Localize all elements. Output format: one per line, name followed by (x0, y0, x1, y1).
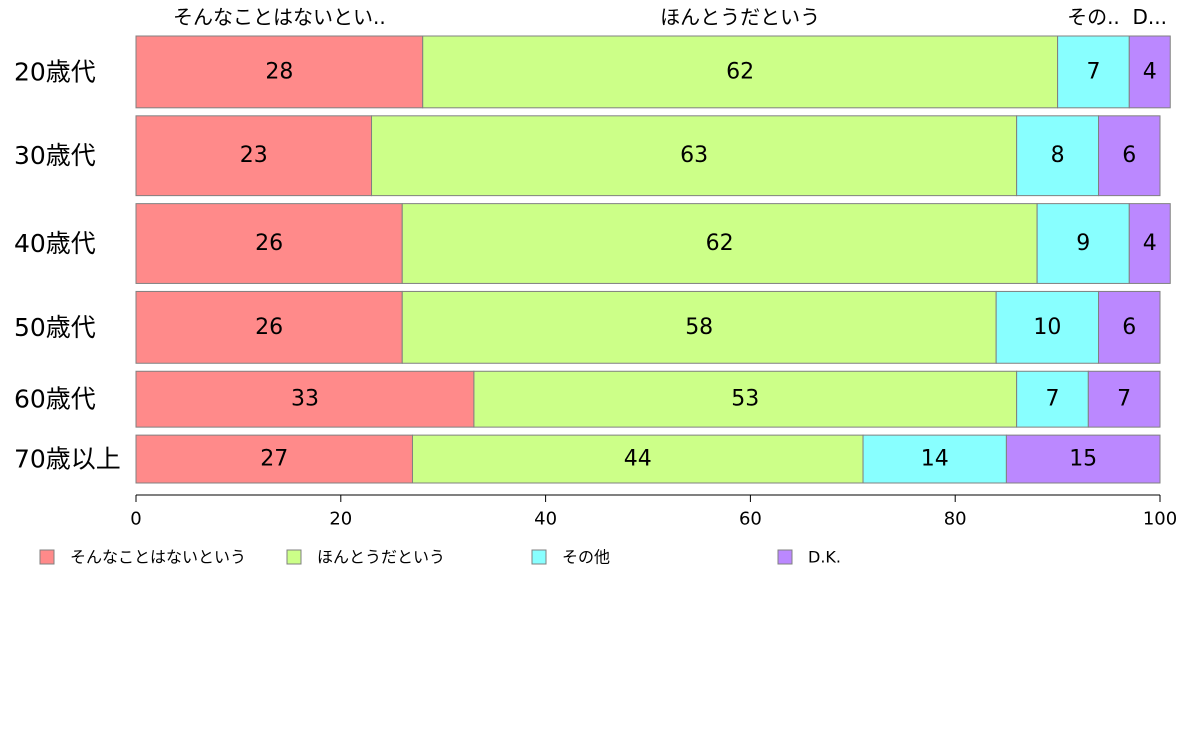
bar-value-label: 63 (680, 143, 708, 168)
bar-value-label: 14 (921, 447, 949, 472)
legend-swatch (777, 549, 793, 565)
x-tick-label: 60 (739, 509, 762, 530)
bar-value-label: 9 (1076, 231, 1090, 256)
x-tick-label: 0 (130, 509, 141, 530)
legend-label: その他 (562, 548, 610, 567)
legend-swatch (531, 549, 547, 565)
bar-value-label: 6 (1122, 143, 1136, 168)
bar-segment (1057, 35, 1130, 109)
bar-value-label: 62 (726, 59, 754, 84)
column-header-label: D... (1133, 5, 1167, 29)
bar-value-label: 62 (706, 231, 734, 256)
bar-area: 28 62 7 4 23 63 8 6 26 62 9 4 26 58 10 6 33 53 7 7 27 44 14 15 (135, 35, 1171, 484)
bar-segment (1098, 115, 1161, 197)
column-header-label: その.. (1067, 5, 1120, 29)
bar-value-label: 28 (265, 59, 293, 84)
bar-segment (411, 434, 864, 484)
bar-segment (135, 290, 403, 364)
legend-swatch (39, 549, 55, 565)
bar-value-label: 4 (1143, 231, 1157, 256)
bar-segment (473, 370, 1018, 428)
category-label: 50歳代 (14, 313, 96, 342)
bar-segment (1016, 370, 1089, 428)
bar-segment (1087, 370, 1161, 428)
bar-segment (401, 203, 1038, 284)
legend-label: D.K. (808, 548, 841, 567)
category-label: 60歳代 (14, 385, 96, 414)
bar-value-label: 44 (624, 447, 652, 472)
column-header-label: そんなことはないとい.. (173, 5, 386, 29)
bar-segment (1128, 203, 1171, 284)
bar-segment (135, 35, 424, 109)
bar-segment (135, 115, 373, 197)
bar-segment (135, 203, 403, 284)
bar-segment (1016, 115, 1100, 197)
category-labels: 20歳代 30歳代 40歳代 50歳代 60歳代 70歳以上 (14, 57, 121, 473)
x-tick-label: 40 (534, 509, 557, 530)
category-label: 70歳以上 (14, 445, 121, 474)
bar-segment (135, 434, 413, 484)
bar-value-label: 23 (240, 143, 268, 168)
bar-value-label: 6 (1122, 315, 1136, 340)
bar-value-label: 4 (1143, 59, 1157, 84)
bar-value-label: 10 (1033, 315, 1061, 340)
x-tick-label: 20 (329, 509, 352, 530)
bar-segment (422, 35, 1059, 109)
bar-value-label: 15 (1069, 447, 1097, 472)
bar-value-label: 27 (260, 447, 288, 472)
bar-segment (371, 115, 1018, 197)
category-label: 40歳代 (14, 229, 96, 258)
bar-segment (135, 370, 475, 428)
legend-swatch (286, 549, 302, 565)
column-header-label: ほんとうだという (660, 5, 820, 29)
x-tick-label: 100 (1143, 509, 1177, 530)
legend-label: そんなことはないという (70, 548, 246, 567)
bar-value-label: 8 (1051, 143, 1065, 168)
bar-segment (1128, 35, 1171, 109)
bar-value-label: 7 (1086, 59, 1100, 84)
bar-value-label: 58 (685, 315, 713, 340)
bar-value-label: 26 (255, 315, 283, 340)
bar-segment (401, 290, 997, 364)
legend-label: ほんとうだという (317, 548, 445, 567)
category-label: 20歳代 (14, 57, 96, 86)
column-header-labels: そんなことはないとい.. ほんとうだという その.. D... (173, 5, 1167, 29)
x-tick-label: 80 (944, 509, 967, 530)
legend: そんなことはないという ほんとうだという その他 D.K. (39, 548, 841, 567)
category-label: 30歳代 (14, 141, 96, 170)
bar-value-label: 33 (291, 387, 319, 412)
bar-segment (1098, 290, 1161, 364)
bar-value-label: 7 (1045, 387, 1059, 412)
bar-segment (1005, 434, 1161, 484)
bar-value-label: 26 (255, 231, 283, 256)
bar-value-label: 53 (731, 387, 759, 412)
x-axis: 0 20 40 60 80 100 (130, 494, 1177, 530)
bar-value-label: 7 (1117, 387, 1131, 412)
bar-segment (862, 434, 1007, 484)
